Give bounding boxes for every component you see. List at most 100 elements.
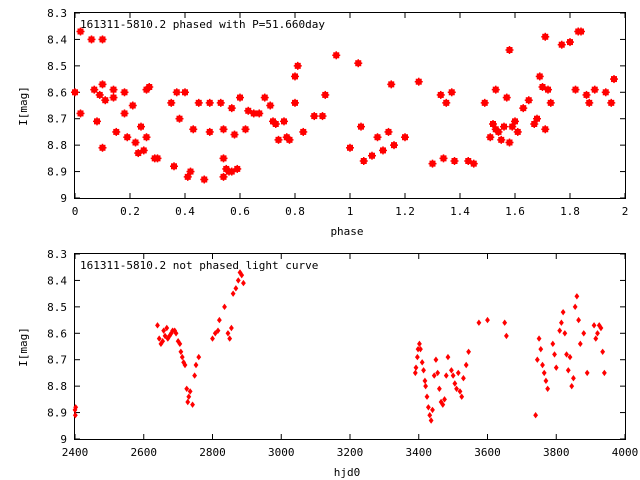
data-point [241, 279, 246, 287]
data-point [285, 135, 294, 144]
data-point [299, 127, 308, 136]
data-point [120, 88, 129, 97]
data-point [476, 319, 482, 326]
data-point [112, 127, 121, 136]
data-point [182, 361, 188, 369]
data-point [101, 96, 110, 105]
unphased-x-tick-label: 3600 [474, 446, 501, 459]
data-point [449, 367, 454, 374]
data-point [90, 85, 99, 94]
data-point [576, 316, 581, 324]
data-point [71, 88, 79, 97]
data-point [581, 330, 587, 337]
data-point [559, 319, 564, 326]
data-point [601, 369, 607, 377]
data-point [595, 330, 600, 337]
phased-plot-title: 161311-5810.2 phased with P=51.660day [80, 18, 325, 31]
data-point [72, 412, 78, 419]
data-point [455, 369, 461, 377]
unphased-x-tick-label: 3200 [337, 446, 364, 459]
data-point [433, 356, 439, 363]
data-point [164, 324, 170, 332]
data-point [73, 404, 79, 411]
data-point [280, 117, 288, 126]
data-point [109, 85, 118, 94]
data-point [291, 72, 299, 81]
phased-x-tick-label: 0.2 [120, 205, 140, 218]
data-point [172, 88, 181, 97]
data-point [450, 157, 459, 165]
data-point [436, 385, 442, 392]
data-point [445, 353, 451, 361]
data-point [318, 112, 327, 121]
data-point [87, 35, 96, 44]
data-point [414, 77, 423, 86]
data-point [565, 367, 571, 374]
data-point [193, 361, 199, 369]
data-point [139, 146, 148, 155]
data-point [450, 372, 456, 379]
data-point [346, 143, 354, 152]
unphased-x-tick-label: 3800 [543, 446, 570, 459]
data-point [241, 125, 250, 134]
data-point [480, 98, 489, 107]
phased-x-tick-label: 1.8 [560, 205, 580, 218]
data-point [222, 303, 227, 311]
phased-x-tick-label: 2 [622, 205, 629, 218]
data-point [189, 125, 198, 134]
data-point [553, 364, 559, 371]
data-point [552, 351, 557, 358]
unphased-y-tick-label: 8.7 [47, 354, 67, 367]
data-point [321, 90, 330, 99]
phased-y-tick-label: 8.9 [47, 166, 67, 179]
data-point [601, 88, 610, 97]
data-point [571, 375, 576, 382]
data-point [562, 330, 568, 337]
data-point [591, 322, 597, 329]
data-point [229, 324, 234, 332]
data-point [577, 27, 585, 36]
data-point [417, 340, 422, 348]
data-point [494, 127, 503, 136]
data-point [205, 127, 214, 136]
data-point [571, 85, 580, 94]
unphased-y-tick-label: 8.8 [47, 380, 67, 393]
data-point [546, 98, 555, 107]
phased-light-curve-panel: 0 0.2 0.4 0.6 0.8 1 1.2 1.4 1.6 1.8 2 8.3 8.4 8.5 8.6 8… [17, 7, 628, 238]
data-point [354, 59, 363, 68]
data-point [544, 85, 552, 94]
phased-data-points [71, 27, 618, 184]
data-point [500, 122, 508, 131]
data-point [590, 85, 599, 94]
phased-y-tick-label: 8.8 [47, 139, 67, 152]
data-point [569, 382, 575, 390]
data-point [181, 88, 189, 97]
data-point [582, 90, 591, 99]
data-point [293, 61, 302, 70]
data-point [161, 327, 167, 334]
data-point [461, 375, 466, 382]
data-point [156, 335, 162, 342]
data-point [425, 404, 431, 411]
data-point [178, 348, 184, 355]
data-point [219, 172, 228, 181]
data-point [431, 372, 437, 379]
data-point [192, 372, 198, 379]
data-point [210, 335, 215, 342]
data-point [585, 98, 594, 107]
data-point [598, 324, 604, 332]
data-point [541, 369, 547, 377]
data-point [109, 93, 118, 102]
data-point [502, 93, 511, 102]
data-point [98, 35, 107, 44]
data-point [524, 96, 533, 105]
data-point [225, 330, 231, 337]
data-point [442, 396, 447, 403]
data-point [419, 359, 425, 366]
data-point [131, 138, 140, 147]
data-point [137, 122, 145, 131]
data-point [177, 340, 183, 348]
data-point [511, 117, 519, 126]
data-point [120, 109, 129, 118]
data-point [454, 385, 459, 392]
